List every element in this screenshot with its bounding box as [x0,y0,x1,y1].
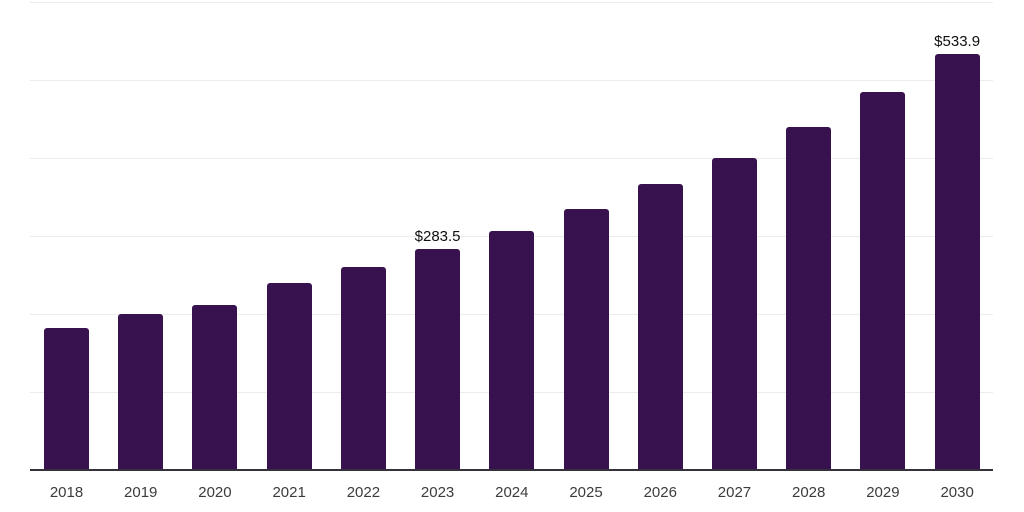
bar-2026[interactable] [637,184,683,470]
x-tick-2030: 2030 [940,484,974,501]
gridline-500 [30,80,993,81]
bar-2027[interactable] [711,157,757,470]
x-tick-2019: 2019 [124,484,158,501]
bar-2021[interactable] [266,282,312,470]
x-tick-2018: 2018 [49,484,84,501]
x-tick-2029: 2029 [866,484,900,501]
bar-2029[interactable] [860,92,906,470]
x-tick-2025: 2025 [569,484,603,501]
x-tick-2024: 2024 [495,484,529,501]
x-tick-2026: 2026 [643,484,677,501]
x-tick-2023: 2023 [420,484,455,501]
x-tick-2021: 2021 [272,484,306,501]
bar-2030[interactable] [934,53,980,470]
bar-2024[interactable] [489,230,535,470]
x-axis-line [30,469,993,471]
bar-2023[interactable] [415,248,461,470]
x-tick-2022: 2022 [346,484,381,501]
bar-2022[interactable] [340,267,386,470]
gridline-400 [30,158,993,159]
value-label-2030: $533.9 [934,32,981,50]
bar-2028[interactable] [786,126,832,470]
x-tick-2027: 2027 [717,484,752,501]
bar-2025[interactable] [563,209,609,470]
x-tick-2028: 2028 [792,484,826,501]
bar-2018[interactable] [44,328,89,470]
value-label-2023: $283.5 [414,227,461,245]
bar-2019[interactable] [118,314,164,470]
gridline-600 [30,2,993,3]
bar-2020[interactable] [192,304,238,470]
x-tick-2020: 2020 [198,484,232,501]
